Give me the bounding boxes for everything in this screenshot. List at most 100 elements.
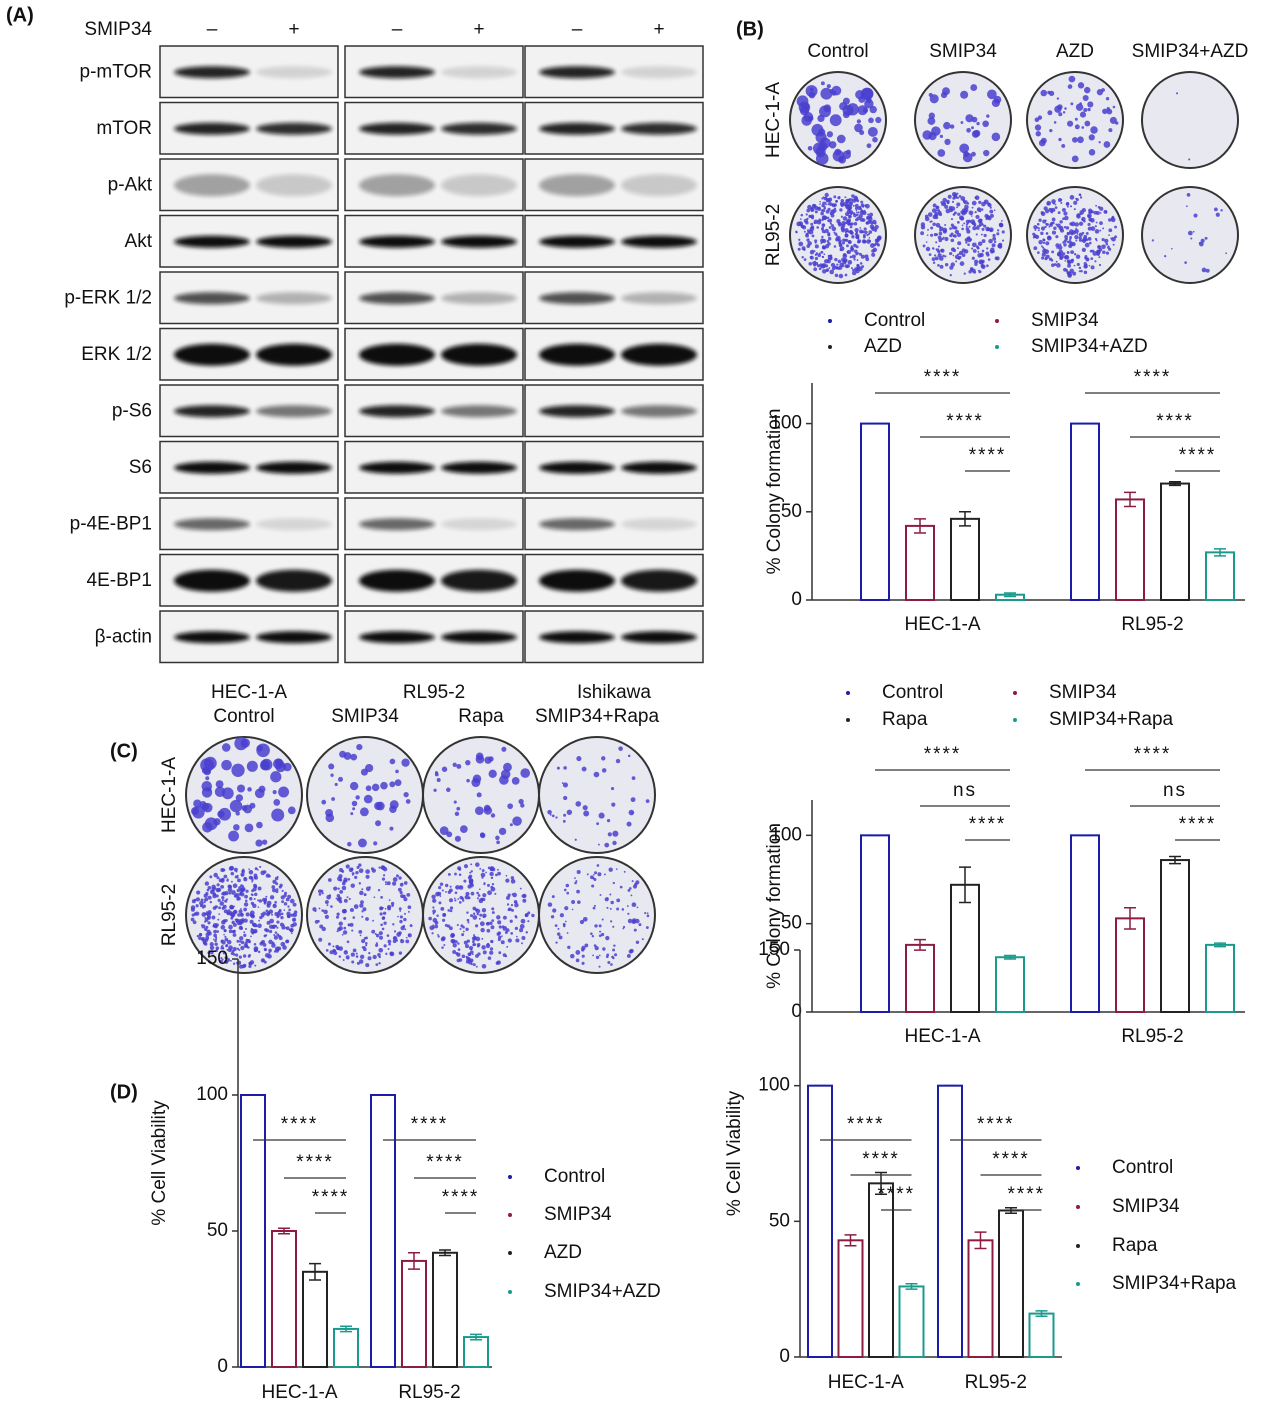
colony: [1085, 238, 1089, 242]
colony: [875, 228, 878, 231]
colony: [1096, 250, 1101, 255]
colony: [614, 953, 618, 957]
colony: [1038, 239, 1043, 245]
error-bar: [439, 1249, 451, 1257]
treatment-label: SMIP34: [929, 41, 997, 62]
y-tick-label: 150: [758, 939, 790, 960]
colony: [380, 781, 388, 790]
colony: [978, 218, 983, 223]
colony: [321, 909, 325, 912]
colony: [939, 229, 942, 232]
colony: [289, 928, 293, 932]
colony: [978, 200, 982, 205]
colony: [623, 870, 626, 873]
legend-label: Control: [864, 310, 925, 331]
colony: [228, 924, 233, 930]
colony: [469, 871, 472, 874]
colony: [1065, 226, 1070, 230]
colony: [220, 945, 224, 948]
colony: [484, 756, 492, 764]
colony: [821, 269, 827, 274]
colony: [566, 891, 570, 895]
colony: [196, 890, 201, 895]
colony: [989, 229, 993, 232]
colony: [278, 936, 283, 941]
x-tick-label: RL95-2: [965, 1372, 1027, 1393]
colony: [842, 216, 848, 221]
colony: [633, 928, 637, 932]
colony: [960, 90, 969, 99]
colony: [491, 907, 495, 911]
colony: [852, 204, 855, 207]
colony: [1185, 205, 1188, 208]
colony: [401, 882, 404, 885]
colony: [446, 787, 451, 793]
protein-label: S6: [129, 457, 152, 478]
colony: [1097, 245, 1102, 250]
colony: [485, 871, 487, 874]
bar: [240, 1094, 266, 1368]
colony: [1102, 250, 1106, 255]
y-axis-label: % Colony formation: [764, 409, 785, 575]
colony: [268, 948, 272, 953]
colony: [213, 929, 217, 934]
colony: [1085, 232, 1089, 235]
colony: [826, 216, 830, 220]
blot-band: [174, 122, 250, 135]
colony: [646, 914, 650, 918]
colony: [247, 787, 252, 792]
colony: [221, 958, 224, 961]
colony: [230, 880, 233, 883]
colony: [875, 116, 882, 124]
colony: [338, 776, 343, 782]
colony: [377, 953, 381, 957]
colony: [814, 256, 819, 261]
colony: [432, 926, 435, 929]
colony: [859, 252, 863, 256]
colony: [361, 888, 364, 891]
colony: [251, 889, 254, 893]
colony: [211, 915, 216, 920]
colony: [476, 792, 482, 798]
colony: [496, 868, 499, 871]
colony: [339, 750, 347, 758]
colony: [510, 932, 514, 935]
colony: [986, 114, 990, 118]
colony: [976, 121, 980, 126]
colony: [826, 131, 834, 138]
colony: [204, 897, 209, 902]
colony: [1060, 202, 1063, 205]
colony: [1084, 242, 1090, 248]
colony: [467, 896, 471, 900]
colony: [971, 116, 978, 123]
colony: [490, 813, 496, 818]
error-bar: [959, 511, 971, 527]
colony: [215, 948, 218, 951]
colony: [226, 911, 230, 915]
colony: [1064, 215, 1069, 221]
treatment-label: Control: [807, 41, 868, 62]
colony: [803, 103, 810, 110]
colony: [454, 872, 457, 876]
colony: [226, 948, 229, 951]
colony: [243, 933, 247, 937]
colony: [942, 197, 947, 203]
colony: [981, 264, 986, 270]
colony: [244, 941, 248, 945]
colony: [259, 865, 262, 868]
colony: [502, 926, 508, 931]
bar: [1115, 498, 1145, 601]
colony: [506, 903, 510, 906]
colony: [1081, 247, 1087, 253]
colony: [851, 254, 856, 259]
colony: [602, 947, 606, 951]
colony: [599, 930, 602, 933]
blot-band: [621, 405, 697, 418]
colony: [564, 906, 569, 911]
colony: [498, 951, 502, 955]
colony: [437, 935, 440, 938]
colony: [1105, 97, 1110, 101]
colony: [991, 132, 1001, 142]
bar: [967, 1239, 994, 1358]
colony: [204, 916, 207, 919]
